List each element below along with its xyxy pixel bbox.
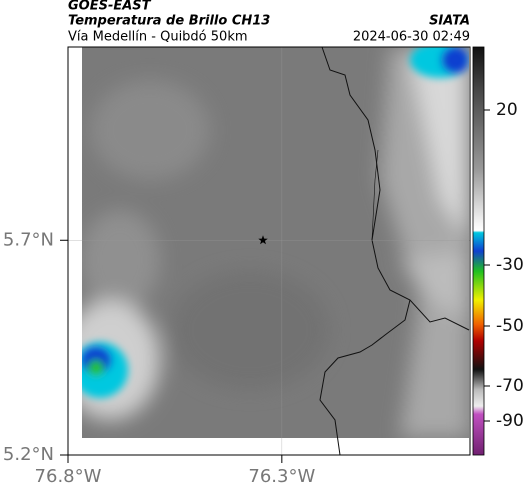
colorbar-tick-label: 20 — [496, 100, 518, 120]
subtitle: Temperatura de Brillo CH13 — [68, 14, 270, 29]
map-frame — [67, 46, 471, 456]
x-tick-label: 76.3°W — [248, 466, 315, 487]
colorbar-tick-label: -70 — [496, 376, 524, 396]
colorbar — [472, 46, 485, 456]
satellite-image — [82, 46, 470, 456]
y-tick-label: 5.7°N — [3, 229, 54, 250]
colorbar-tick-label: -30 — [496, 255, 524, 275]
colorbar-tick-label: -50 — [496, 316, 524, 336]
source: SIATA — [429, 14, 470, 29]
title: GOES-EAST — [68, 0, 152, 14]
x-tick-label: 76.8°W — [35, 466, 102, 487]
timestamp: 2024-06-30 02:49 — [353, 30, 470, 45]
y-tick-label: 5.2°N — [3, 444, 54, 465]
location-marker — [258, 235, 268, 245]
route: Vía Medellín - Quibdó 50km — [68, 30, 248, 45]
colorbar-tick-label: -90 — [496, 411, 524, 431]
